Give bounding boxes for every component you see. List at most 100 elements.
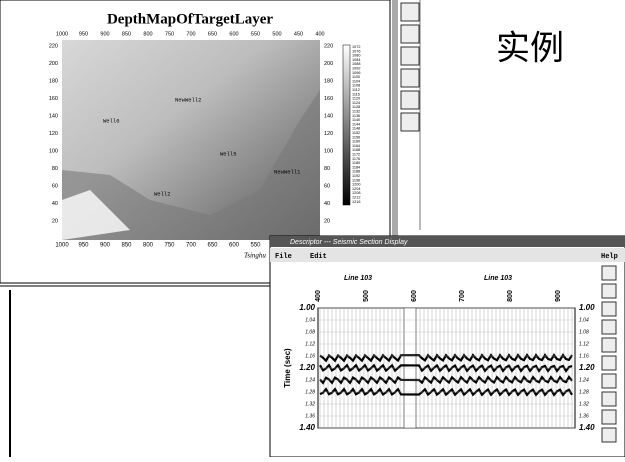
y-tick-label: 180 [49, 78, 58, 84]
x-tick-label: 750 [164, 243, 175, 249]
y-tick-label: 60 [52, 183, 58, 189]
x-tick-label: 600 [411, 290, 418, 302]
y-tick-label: 140 [324, 113, 333, 119]
tool-button[interactable] [602, 374, 616, 388]
tool-button[interactable] [602, 266, 616, 280]
y-tick-label: 1.36 [305, 413, 315, 419]
tool-button[interactable] [401, 3, 419, 21]
y-tick-label: 200 [324, 61, 333, 67]
y-tick-label: 1.28 [305, 389, 315, 395]
x-tick-label: 650 [207, 243, 218, 249]
y-tick-label: 140 [49, 113, 58, 119]
x-tick-label: 600 [229, 31, 238, 37]
y-tick-label: 160 [49, 96, 58, 102]
x-tick-label: 850 [121, 243, 132, 249]
menu-item[interactable]: Edit [310, 253, 327, 261]
x-tick-label: 950 [79, 31, 88, 37]
y-tick-label: 80 [52, 166, 58, 172]
y-tick-label: 100 [324, 148, 333, 154]
y-tick-label: 120 [49, 131, 58, 137]
well-label: Well2 [154, 190, 171, 197]
y-tick-label: 220 [49, 43, 58, 49]
colorbar [343, 45, 350, 205]
y-tick-label: 1.36 [579, 413, 589, 419]
y-tick-label: 1.28 [579, 389, 589, 395]
y-tick-label: 200 [49, 61, 58, 67]
y-tick-label: 1.40 [299, 423, 315, 432]
y-tick-label: 100 [49, 148, 58, 154]
tool-button[interactable] [602, 356, 616, 370]
x-tick-label: 500 [363, 290, 370, 302]
y-tick-label: 120 [324, 131, 333, 137]
y-tick-label: 1.20 [579, 363, 595, 372]
y-tick-label: 40 [324, 201, 330, 207]
y-tick-label: 1.32 [305, 401, 315, 407]
y-tick-label: 220 [324, 43, 333, 49]
tool-button[interactable] [602, 428, 616, 442]
side-text: 实例 [496, 29, 564, 69]
y-tick-label: 160 [324, 96, 333, 102]
y-tick-label: 180 [324, 78, 333, 84]
x-tick-label: 1000 [55, 243, 69, 249]
toolbar [401, 3, 419, 131]
well-label: Well6 [103, 117, 120, 124]
tool-button[interactable] [602, 284, 616, 298]
y-tick-label: 1.08 [305, 329, 315, 335]
tool-button[interactable] [602, 410, 616, 424]
y-tick-label: 1.16 [305, 353, 315, 359]
x-tick-label: 950 [78, 243, 89, 249]
tool-button[interactable] [602, 320, 616, 334]
y-tick-label: 80 [324, 166, 330, 172]
tool-button[interactable] [602, 302, 616, 316]
x-tick-label: 700 [459, 290, 466, 302]
y-tick-label: 20 [52, 218, 58, 224]
x-tick-label: 450 [294, 31, 303, 37]
x-tick-label: 800 [143, 31, 152, 37]
y-tick-label: 1.12 [305, 341, 315, 347]
tool-button[interactable] [401, 91, 419, 109]
y-tick-label: 1.24 [305, 377, 315, 383]
x-tick-label: 550 [251, 31, 260, 37]
y-tick-label: 1.04 [305, 317, 315, 323]
x-tick-label: 600 [229, 243, 240, 249]
tool-button[interactable] [602, 392, 616, 406]
y-tick-label: 1.20 [299, 363, 315, 372]
x-tick-label: 550 [250, 243, 261, 249]
x-tick-label: 400 [315, 31, 324, 37]
well-label: NewWell2 [175, 96, 201, 103]
y-tick-label: 1.00 [299, 303, 315, 312]
x-tick-label: 800 [143, 243, 154, 249]
x-tick-label: 900 [100, 31, 109, 37]
y-tick-label: 60 [324, 183, 330, 189]
y-tick-label: 1.40 [579, 423, 595, 432]
tool-button[interactable] [401, 25, 419, 43]
y-tick-label: 1.16 [579, 353, 589, 359]
menu-item[interactable]: Help [601, 253, 618, 261]
y-tick-label: 40 [52, 201, 58, 207]
x-tick-label: 700 [186, 243, 197, 249]
x-tick-label: 500 [272, 31, 281, 37]
y-tick-label: 1.24 [579, 377, 589, 383]
x-tick-label: 650 [208, 31, 217, 37]
y-tick-label: 1.12 [579, 341, 589, 347]
tool-button[interactable] [401, 69, 419, 87]
y-axis-label: Time (sec) [283, 348, 292, 388]
well-label: Well5 [220, 150, 237, 157]
credit: Tsinghu [244, 252, 266, 260]
x-tick-label: 400 [315, 290, 322, 302]
tool-button[interactable] [401, 113, 419, 131]
x-tick-label: 900 [555, 290, 562, 302]
tool-button[interactable] [401, 47, 419, 65]
section-label: Line 103 [344, 275, 372, 282]
section-label: Line 103 [484, 275, 512, 282]
x-tick-label: 750 [165, 31, 174, 37]
menu-item[interactable]: File [275, 253, 292, 261]
x-tick-label: 850 [122, 31, 131, 37]
tool-button[interactable] [602, 338, 616, 352]
map-title: DepthMapOfTargetLayer [107, 11, 273, 27]
y-tick-label: 1.08 [579, 329, 589, 335]
x-tick-label: 900 [100, 243, 111, 249]
x-tick-label: 1000 [56, 31, 68, 37]
well-label: NewWell1 [274, 168, 301, 175]
screen: DepthMapOfTargetLayer 实例 Descriptor --- … [0, 0, 625, 457]
